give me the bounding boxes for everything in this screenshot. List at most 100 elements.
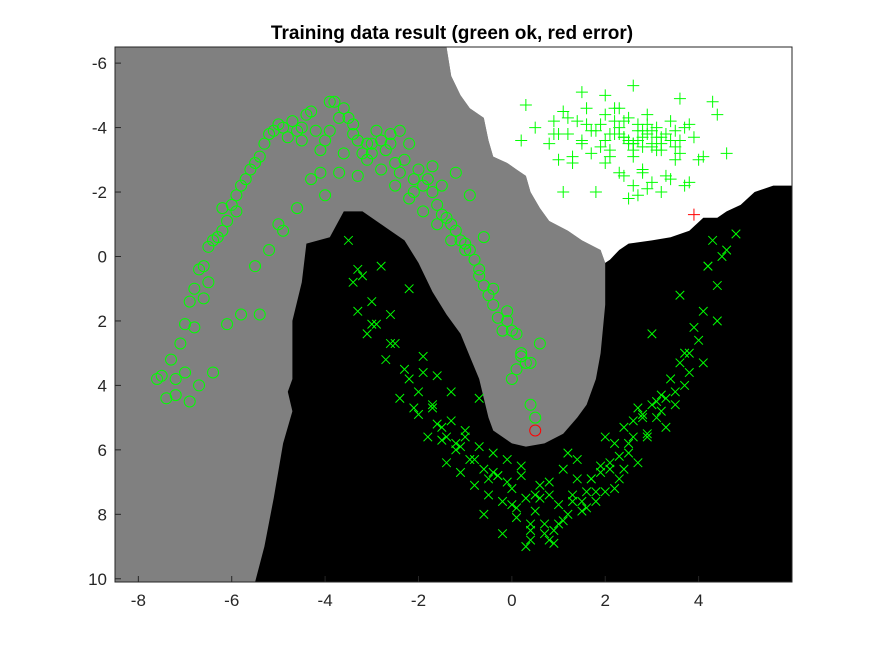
point-circle-ok: [277, 224, 290, 237]
point-plus-ok: [720, 147, 733, 160]
point-circle-ok: [314, 166, 327, 179]
point-circle-ok: [249, 260, 262, 273]
point-circle-ok: [277, 121, 290, 134]
point-circle-ok: [221, 215, 234, 228]
point-cross-ok: [628, 416, 638, 426]
point-circle-ok: [407, 186, 420, 199]
x-tick-label: 4: [694, 591, 703, 610]
point-circle-ok: [515, 350, 528, 363]
point-cross-ok: [539, 519, 550, 529]
point-cross-ok: [413, 387, 424, 397]
point-cross-ok: [558, 464, 568, 474]
point-circle-ok: [197, 292, 210, 305]
point-circle-ok: [221, 318, 234, 331]
point-cross-ok: [460, 432, 470, 442]
point-cross-ok: [502, 477, 512, 487]
point-circle-ok: [165, 353, 178, 366]
point-plus-ok: [580, 118, 593, 131]
point-cross-ok: [404, 374, 414, 384]
point-circle-ok: [473, 263, 486, 276]
point-cross-ok: [633, 458, 643, 468]
point-cross-ok: [404, 284, 414, 294]
point-cross-ok: [684, 348, 694, 358]
point-cross-ok: [670, 387, 680, 397]
point-plus-ok: [669, 124, 682, 137]
x-tick-label: -2: [411, 591, 426, 610]
point-circle-ok: [379, 144, 392, 157]
point-cross-ok: [675, 358, 685, 368]
point-cross-ok: [451, 445, 461, 455]
point-circle-ok: [365, 147, 378, 160]
point-plus-ok: [645, 176, 658, 189]
point-plus-ok: [603, 144, 616, 157]
point-circle-ok: [431, 218, 444, 231]
point-plus-ok: [613, 102, 626, 115]
point-circle-ok: [365, 137, 378, 150]
point-plus-ok: [557, 105, 570, 118]
point-circle-ok: [370, 124, 383, 137]
point-cross-ok: [567, 496, 578, 507]
point-circle-ok: [533, 337, 546, 350]
point-circle-ok: [347, 118, 360, 131]
point-cross-ok: [525, 519, 536, 529]
point-plus-ok: [561, 111, 574, 124]
point-circle-ok: [216, 202, 229, 215]
point-plus-ok: [683, 176, 696, 189]
point-circle-ok: [393, 166, 406, 179]
point-plus-ok: [627, 179, 640, 192]
point-circle-error: [529, 424, 542, 437]
y-tick-label: 0: [98, 247, 107, 266]
point-plus-ok: [659, 128, 672, 141]
point-circle-ok: [417, 179, 430, 192]
point-circle-ok: [417, 205, 430, 218]
point-cross-ok: [609, 438, 620, 449]
region-1: [446, 47, 792, 263]
point-circle-ok: [459, 237, 472, 250]
point-plus-ok: [515, 134, 528, 147]
point-cross-ok: [572, 474, 582, 484]
point-circle-ok: [459, 244, 472, 257]
point-plus-ok: [599, 134, 612, 147]
point-cross-ok: [633, 403, 643, 413]
point-cross-ok: [497, 529, 508, 539]
point-circle-ok: [286, 115, 299, 128]
point-circle-ok: [468, 253, 481, 266]
point-circle-ok: [431, 198, 444, 211]
point-circle-ok: [487, 282, 500, 295]
point-cross-ok: [600, 432, 610, 442]
plot-area: [115, 47, 792, 582]
point-cross-ok: [637, 409, 648, 420]
point-circle-ok: [501, 314, 514, 327]
x-tick-label: -4: [318, 591, 333, 610]
point-circle-ok: [361, 137, 374, 150]
point-circle-ok: [505, 372, 518, 385]
point-plus-ok: [547, 115, 560, 128]
point-plus-ok: [678, 179, 691, 192]
point-cross-ok: [679, 348, 690, 358]
point-circle-ok: [169, 372, 182, 385]
y-tick-label: 4: [98, 376, 107, 395]
point-cross-ok: [376, 261, 386, 271]
point-cross-ok: [642, 429, 652, 439]
point-cross-ok: [427, 403, 438, 413]
point-circle-ok: [412, 163, 425, 176]
point-cross-ok: [661, 422, 671, 432]
point-circle-ok: [510, 363, 523, 376]
point-plus-ok: [687, 131, 700, 144]
point-plus-ok: [641, 182, 654, 195]
point-circle-ok: [347, 128, 360, 141]
x-tick-label: -8: [131, 591, 146, 610]
point-cross-ok: [353, 264, 363, 275]
point-cross-ok: [567, 490, 578, 500]
point-circle-ok: [356, 147, 369, 160]
point-cross-ok: [432, 419, 442, 429]
y-tick-label: 8: [98, 505, 107, 524]
point-circle-ok: [515, 347, 528, 360]
point-cross-ok: [511, 503, 522, 513]
point-cross-ok: [507, 499, 517, 510]
point-cross-ok: [693, 335, 704, 345]
point-circle-ok: [477, 231, 490, 244]
point-cross-ok: [605, 458, 615, 468]
point-circle-ok: [295, 121, 308, 134]
